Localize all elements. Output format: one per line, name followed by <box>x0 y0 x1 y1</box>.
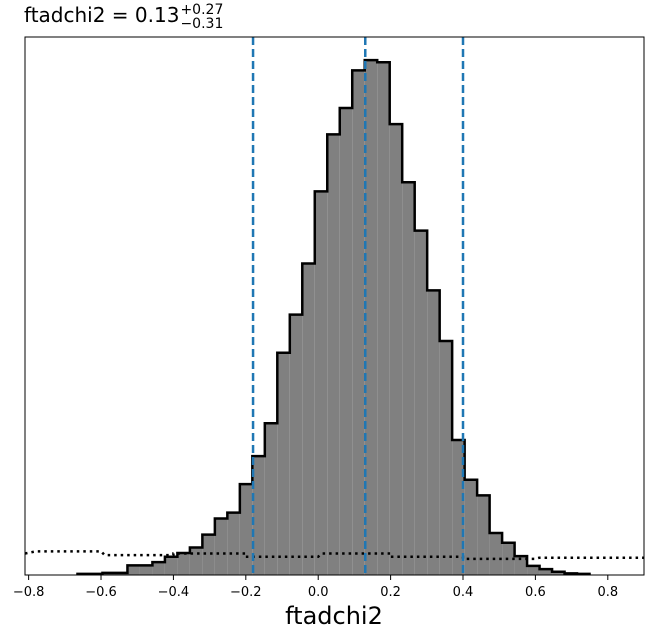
histogram-bar <box>402 182 415 575</box>
histogram-bar <box>527 565 540 575</box>
prior-line <box>25 550 644 561</box>
histogram-bar <box>427 290 440 575</box>
histogram-bar <box>227 512 240 575</box>
histogram-bar <box>139 565 153 575</box>
chart-title-lower-error: −0.31 <box>180 16 223 32</box>
x-tick-label: −0.4 <box>158 585 190 600</box>
histogram-bar <box>502 542 515 575</box>
histogram-bar <box>177 552 190 575</box>
x-tick-label: −0.2 <box>230 585 262 600</box>
plot-frame <box>24 36 645 576</box>
histogram-bar <box>364 60 378 575</box>
histogram-bar <box>452 439 465 575</box>
histogram-bar <box>439 340 453 575</box>
plot-area <box>25 37 644 575</box>
histogram-bar <box>327 134 340 575</box>
chart-title-upper-error: +0.27 <box>180 2 223 18</box>
histogram-bar <box>252 456 265 575</box>
histogram-bar <box>277 352 290 575</box>
x-tick-label: −0.6 <box>85 585 117 600</box>
chart-title-value: 0.13 <box>135 3 180 27</box>
histogram-bar <box>389 124 403 575</box>
histogram-bar <box>189 547 203 575</box>
histogram-bar <box>414 230 428 575</box>
histogram-bar <box>514 556 528 575</box>
histogram-bar <box>352 70 365 575</box>
histogram-bar <box>339 108 353 575</box>
chart-title: ftadchi2 = 0.13 +0.27 −0.31 <box>24 2 223 32</box>
histogram-bar <box>477 495 490 575</box>
x-tick-label: −0.8 <box>13 585 45 600</box>
histogram-bar <box>302 263 315 575</box>
histogram-outline <box>76 58 591 575</box>
histogram-bar <box>127 565 140 575</box>
histogram-bar <box>314 191 328 575</box>
histogram-bar <box>239 484 253 575</box>
histogram-bar <box>289 314 303 575</box>
chart-title-prefix: ftadchi2 = <box>24 3 135 27</box>
x-tick-label: 0.0 <box>308 585 329 600</box>
x-tick-label: 0.8 <box>597 585 618 600</box>
x-tick-label: 0.2 <box>380 585 401 600</box>
histogram-bar <box>464 479 478 575</box>
histogram-bar <box>377 62 390 575</box>
svg-text:ftadchi2 = 0.13: ftadchi2 = 0.13 <box>24 3 179 27</box>
histogram-bar <box>489 533 503 575</box>
histogram-bar <box>202 534 215 575</box>
histogram-bar <box>164 556 178 575</box>
histogram-bar <box>264 423 278 575</box>
x-axis-label: ftadchi2 <box>285 602 383 630</box>
histogram-bar <box>552 571 565 575</box>
x-tick-label: 0.4 <box>453 585 474 600</box>
histogram-bar <box>152 562 165 575</box>
histogram-bar <box>214 518 228 575</box>
x-tick-label: 0.6 <box>525 585 546 600</box>
histogram-bar <box>539 569 553 575</box>
